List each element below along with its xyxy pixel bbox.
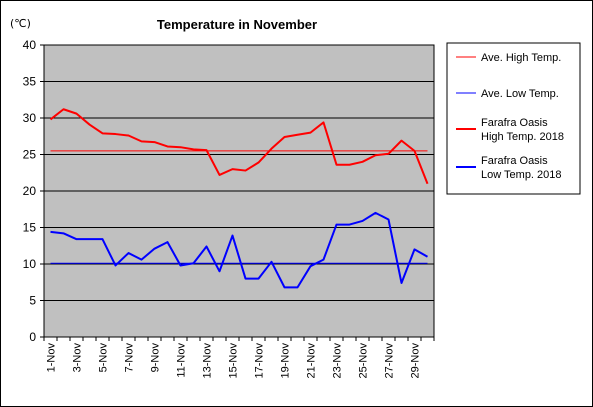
x-tick-label: 23-Nov	[332, 343, 344, 379]
y-tick-label: 20	[23, 184, 37, 198]
legend-label: Ave. High Temp.	[481, 52, 561, 64]
x-tick-label: 17-Nov	[254, 343, 266, 379]
legend-label: Low Temp. 2018	[481, 169, 562, 181]
legend-box	[446, 42, 581, 195]
x-tick-label: 5-Nov	[98, 343, 110, 373]
y-tick-label: 40	[23, 38, 37, 52]
y-tick-label: 30	[23, 111, 37, 125]
x-tick-label: 27-Nov	[384, 343, 396, 379]
y-tick-label: 25	[23, 148, 37, 162]
legend-label: High Temp. 2018	[481, 131, 564, 143]
x-tick-label: 25-Nov	[358, 343, 370, 379]
series-line-3	[49, 108, 429, 185]
y-axis-unit: (℃)	[10, 17, 31, 30]
x-tick-label: 9-Nov	[150, 343, 162, 373]
x-tick-label: 19-Nov	[280, 343, 292, 379]
x-tick-label: 13-Nov	[202, 343, 214, 379]
plot-area: 0 5 10 15 20 25 30 35 40 1-Nov 3-Nov 5-Nov 7-Nov 9-No…	[23, 38, 435, 379]
legend-label: Ave. Low Temp.	[481, 88, 559, 100]
y-tick-label: 10	[23, 257, 37, 271]
y-tick-label: 5	[29, 294, 36, 308]
x-tick-label: 3-Nov	[72, 343, 84, 373]
y-tick-label: 0	[29, 330, 36, 344]
chart-title: Temperature in November	[157, 17, 317, 32]
x-tick-label: 11-Nov	[176, 343, 188, 378]
x-tick-label: 15-Nov	[228, 343, 240, 379]
x-tick-label: 21-Nov	[306, 343, 318, 379]
legend: Ave. High Temp. Ave. Low Temp. Farafra Oas…	[446, 42, 581, 195]
y-tick-label: 15	[23, 221, 37, 235]
legend-label: Farafra Oasis	[481, 155, 548, 167]
x-tick-label: 29-Nov	[410, 343, 422, 379]
y-tick-label: 35	[23, 75, 37, 89]
series-line-4	[50, 211, 428, 289]
x-tick-label: 7-Nov	[124, 343, 136, 373]
legend-label: Farafra Oasis	[481, 117, 548, 129]
x-tick-label: 1-Nov	[46, 343, 58, 373]
